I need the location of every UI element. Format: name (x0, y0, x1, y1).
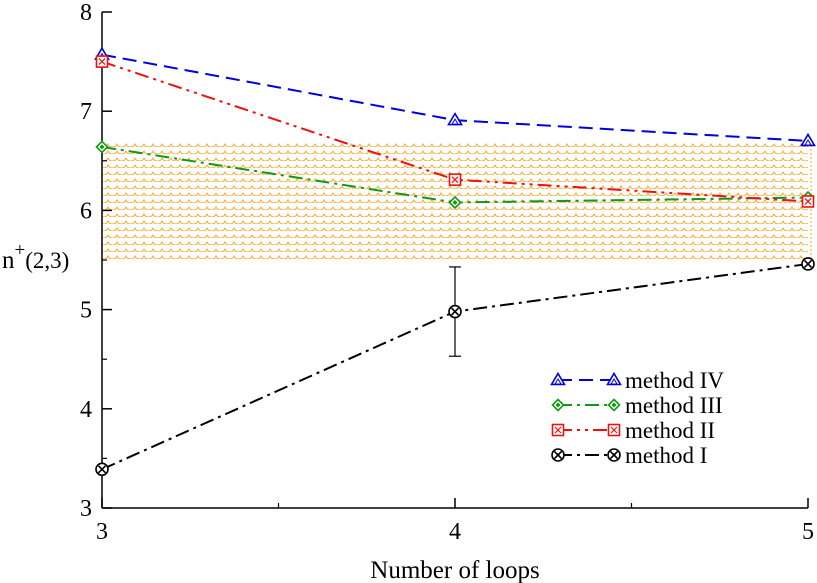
series-method-iv (94, 46, 816, 147)
legend-marker-inner (555, 402, 561, 408)
legend-entry: method II (551, 418, 715, 443)
legend-label: method I (625, 443, 707, 468)
legend-marker-inner (610, 426, 618, 434)
data-point-inner (452, 199, 458, 205)
x-tick-label: 4 (449, 519, 461, 545)
legend-marker-inner (610, 378, 618, 385)
data-point-inner (451, 118, 459, 125)
data-point-inner (803, 259, 813, 269)
data-point-inner (450, 307, 460, 316)
data-point-inner (97, 465, 107, 474)
legend-entry: method IV (550, 368, 724, 393)
series-layer (94, 46, 816, 477)
y-axis-title: n+(2,3) (2, 240, 69, 274)
legend-label: method III (625, 393, 723, 418)
y-axis-title-args: (2,3) (25, 248, 69, 273)
data-point-inner (804, 198, 812, 205)
y-tick-label: 8 (80, 0, 92, 26)
legend-marker-inner (553, 450, 563, 460)
legend-entry: method I (551, 443, 707, 468)
legend-marker-inner (611, 402, 617, 408)
x-tick-label: 5 (802, 519, 814, 545)
series-method-i (95, 257, 815, 477)
data-point-inner (99, 144, 105, 150)
y-tick-label: 5 (80, 298, 92, 324)
series-method-ii (95, 55, 815, 208)
x-tick-label: 3 (96, 519, 108, 545)
legend-label: method II (625, 418, 715, 443)
legend-label: method IV (625, 368, 724, 393)
x-axis-title: Number of loops (370, 557, 539, 583)
y-axis-title-sup: + (15, 240, 26, 261)
series-line (101, 60, 809, 203)
y-tick-label: 7 (80, 99, 92, 125)
data-point-inner (98, 58, 106, 66)
legend-marker-inner (609, 450, 619, 460)
y-tick-label: 4 (80, 397, 92, 423)
data-point-inner (451, 176, 459, 184)
y-axis-title-main: n (2, 247, 15, 274)
data-point-inner (804, 138, 812, 146)
legend-marker-inner (554, 378, 562, 385)
y-tick-label: 6 (80, 198, 92, 224)
y-tick-label: 3 (80, 496, 92, 522)
legend-entry: method III (551, 393, 723, 418)
legend-marker-inner (554, 426, 562, 434)
